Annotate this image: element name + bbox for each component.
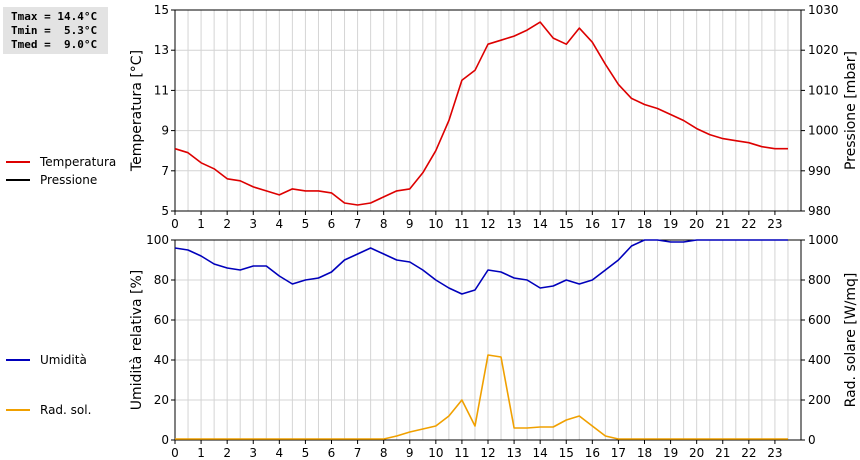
temperature-x-tick-label: 5 xyxy=(302,217,310,231)
humidity-y-tick-label: 40 xyxy=(154,353,169,367)
temperature-x-tick-label: 22 xyxy=(741,217,756,231)
temperature-x-tick-label: 13 xyxy=(506,217,521,231)
temperature-y-tick-label: 5 xyxy=(161,204,169,218)
humidity-x-tick-label: 7 xyxy=(354,446,362,460)
legend-label: Umidità xyxy=(40,353,87,367)
legend-item-umidita: Umidità xyxy=(6,352,87,368)
temperature-y2-tick-label: 1020 xyxy=(808,43,839,57)
legend-swatch xyxy=(6,161,30,163)
humidity-x-tick-label: 23 xyxy=(767,446,782,460)
temperature-x-tick-label: 17 xyxy=(611,217,626,231)
stat-tmin: Tmin = 5.3°C xyxy=(11,24,98,37)
humidity-series-umidit xyxy=(174,239,788,295)
temperature-x-tick-label: 12 xyxy=(480,217,495,231)
legend-item-temperatura: Temperatura xyxy=(6,154,116,170)
humidity-series-rad-sol xyxy=(175,354,788,440)
humidity-x-tick-label: 19 xyxy=(663,446,678,460)
temperature-y2-axis-title: Pressione [mbar] xyxy=(843,51,859,170)
temperature-x-tick-label: 7 xyxy=(354,217,362,231)
humidity-y2-tick-label: 200 xyxy=(808,393,831,407)
temperature-y-axis-title: Temperatura [°C] xyxy=(129,50,145,172)
temperature-x-tick-label: 0 xyxy=(171,217,179,231)
humidity-y-axis-title: Umidità relativa [%] xyxy=(129,270,145,411)
temperature-x-tick-label: 8 xyxy=(380,217,388,231)
humidity-x-tick-label: 22 xyxy=(741,446,756,460)
humidity-y2-axis-title: Rad. solare [W/mq] xyxy=(843,273,859,408)
temperature-x-tick-label: 23 xyxy=(767,217,782,231)
temperature-y-tick-label: 13 xyxy=(154,43,169,57)
humidity-x-tick-label: 20 xyxy=(689,446,704,460)
temperature-y2-tick-label: 1030 xyxy=(808,3,839,17)
temperature-x-tick-label: 6 xyxy=(328,217,336,231)
temperature-x-tick-label: 11 xyxy=(454,217,469,231)
stats-box: Tmax = 14.4°C Tmin = 5.3°C Tmed = 9.0°C xyxy=(3,7,108,54)
humidity-y2-tick-label: 800 xyxy=(808,273,831,287)
legend-swatch xyxy=(6,179,30,181)
temperature-x-tick-label: 4 xyxy=(276,217,284,231)
humidity-x-tick-label: 8 xyxy=(380,446,388,460)
humidity-x-tick-label: 1 xyxy=(197,446,205,460)
humidity-y-tick-label: 80 xyxy=(154,273,169,287)
humidity-y-tick-label: 60 xyxy=(154,313,169,327)
temperature-x-tick-label: 2 xyxy=(223,217,231,231)
legend-item-pressione: Pressione xyxy=(6,172,97,188)
temperature-x-tick-label: 10 xyxy=(428,217,443,231)
humidity-x-tick-label: 12 xyxy=(480,446,495,460)
legend-label: Rad. sol. xyxy=(40,403,92,417)
temperature-x-tick-label: 14 xyxy=(533,217,548,231)
temperature-x-tick-label: 15 xyxy=(559,217,574,231)
humidity-y2-tick-label: 1000 xyxy=(808,233,839,247)
temperature-y-tick-label: 11 xyxy=(154,83,169,97)
humidity-x-tick-label: 10 xyxy=(428,446,443,460)
humidity-x-tick-label: 9 xyxy=(406,446,414,460)
humidity-y2-tick-label: 600 xyxy=(808,313,831,327)
humidity-x-tick-label: 6 xyxy=(328,446,336,460)
humidity-x-tick-label: 5 xyxy=(302,446,310,460)
humidity-y-tick-label: 20 xyxy=(154,393,169,407)
humidity-x-tick-label: 13 xyxy=(506,446,521,460)
humidity-y2-tick-label: 0 xyxy=(808,433,816,447)
temperature-x-tick-label: 3 xyxy=(249,217,257,231)
temperature-y-tick-label: 7 xyxy=(161,164,169,178)
legend-label: Temperatura xyxy=(40,155,117,169)
temperature-y2-tick-label: 980 xyxy=(808,204,831,218)
legend-item-rad-sol: Rad. sol. xyxy=(6,402,91,418)
legend-label: Pressione xyxy=(40,173,98,187)
humidity-x-tick-label: 15 xyxy=(559,446,574,460)
humidity-x-tick-label: 16 xyxy=(585,446,600,460)
temperature-x-tick-label: 18 xyxy=(637,217,652,231)
humidity-y2-tick-label: 400 xyxy=(808,353,831,367)
temperature-x-tick-label: 19 xyxy=(663,217,678,231)
stat-tmed: Tmed = 9.0°C xyxy=(11,38,98,51)
temperature-y2-tick-label: 990 xyxy=(808,164,831,178)
humidity-x-tick-label: 0 xyxy=(171,446,179,460)
temperature-x-tick-label: 20 xyxy=(689,217,704,231)
temperature-x-tick-label: 9 xyxy=(406,217,414,231)
humidity-x-tick-label: 11 xyxy=(454,446,469,460)
humidity-y-tick-label: 0 xyxy=(161,433,169,447)
stat-tmax: Tmax = 14.4°C xyxy=(11,10,98,23)
humidity-x-tick-label: 21 xyxy=(715,446,730,460)
humidity-x-tick-label: 17 xyxy=(611,446,626,460)
temperature-y2-tick-label: 1000 xyxy=(808,124,839,138)
legend-swatch xyxy=(6,359,30,361)
humidity-x-tick-label: 2 xyxy=(223,446,231,460)
temperature-x-tick-label: 16 xyxy=(585,217,600,231)
temperature-x-tick-label: 21 xyxy=(715,217,730,231)
temperature-series-temperatura xyxy=(174,21,788,206)
humidity-y-tick-label: 100 xyxy=(146,233,169,247)
humidity-x-tick-label: 14 xyxy=(533,446,548,460)
humidity-x-tick-label: 4 xyxy=(276,446,284,460)
legend-swatch xyxy=(6,409,30,411)
humidity-x-tick-label: 18 xyxy=(637,446,652,460)
temperature-y-tick-label: 15 xyxy=(154,3,169,17)
temperature-x-tick-label: 1 xyxy=(197,217,205,231)
temperature-y2-tick-label: 1010 xyxy=(808,83,839,97)
temperature-y-tick-label: 9 xyxy=(161,124,169,138)
humidity-x-tick-label: 3 xyxy=(249,446,257,460)
